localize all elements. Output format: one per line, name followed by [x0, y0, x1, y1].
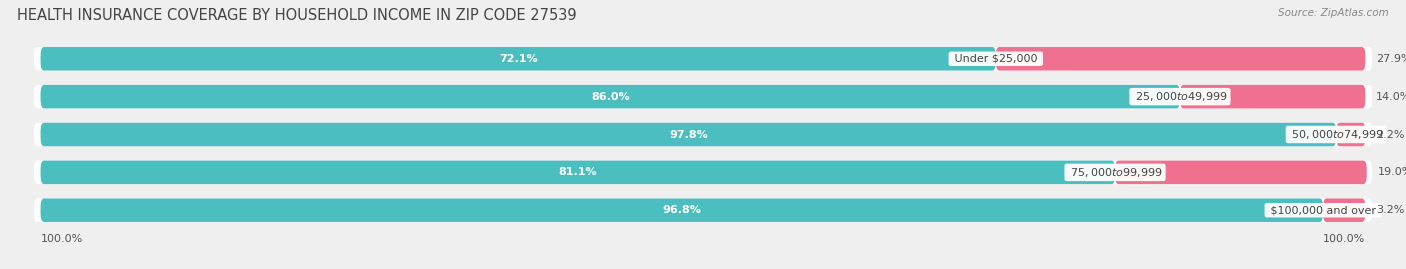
FancyBboxPatch shape [34, 161, 1372, 184]
Text: $75,000 to $99,999: $75,000 to $99,999 [1067, 166, 1163, 179]
FancyBboxPatch shape [41, 161, 1115, 184]
Text: 96.8%: 96.8% [662, 205, 702, 215]
FancyBboxPatch shape [41, 47, 995, 70]
FancyBboxPatch shape [34, 47, 1372, 70]
Text: 100.0%: 100.0% [1323, 234, 1365, 244]
Text: 3.2%: 3.2% [1376, 205, 1405, 215]
Text: 97.8%: 97.8% [669, 129, 707, 140]
FancyBboxPatch shape [34, 85, 1372, 108]
FancyBboxPatch shape [41, 123, 1336, 146]
Text: 19.0%: 19.0% [1378, 167, 1406, 177]
FancyBboxPatch shape [41, 199, 1323, 222]
FancyBboxPatch shape [1336, 123, 1365, 146]
Text: $25,000 to $49,999: $25,000 to $49,999 [1132, 90, 1229, 103]
Text: 100.0%: 100.0% [41, 234, 83, 244]
Text: 86.0%: 86.0% [591, 92, 630, 102]
FancyBboxPatch shape [1115, 161, 1367, 184]
Text: Under $25,000: Under $25,000 [950, 54, 1040, 64]
Text: 14.0%: 14.0% [1376, 92, 1406, 102]
FancyBboxPatch shape [41, 85, 1180, 108]
Text: $50,000 to $74,999: $50,000 to $74,999 [1288, 128, 1385, 141]
Text: 27.9%: 27.9% [1376, 54, 1406, 64]
Text: 2.2%: 2.2% [1376, 129, 1405, 140]
FancyBboxPatch shape [1180, 85, 1365, 108]
FancyBboxPatch shape [1323, 199, 1365, 222]
FancyBboxPatch shape [34, 199, 1372, 222]
Text: Source: ZipAtlas.com: Source: ZipAtlas.com [1278, 8, 1389, 18]
FancyBboxPatch shape [995, 47, 1365, 70]
Text: 81.1%: 81.1% [558, 167, 598, 177]
Text: 72.1%: 72.1% [499, 54, 537, 64]
Text: $100,000 and over: $100,000 and over [1267, 205, 1379, 215]
Text: HEALTH INSURANCE COVERAGE BY HOUSEHOLD INCOME IN ZIP CODE 27539: HEALTH INSURANCE COVERAGE BY HOUSEHOLD I… [17, 8, 576, 23]
FancyBboxPatch shape [34, 123, 1372, 146]
